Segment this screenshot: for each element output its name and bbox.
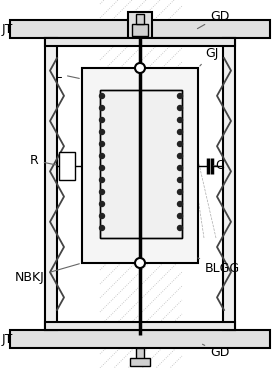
Circle shape (178, 226, 183, 230)
Circle shape (178, 202, 183, 206)
Text: GJ: GJ (200, 46, 218, 66)
Circle shape (135, 258, 145, 268)
Circle shape (178, 213, 183, 219)
Circle shape (99, 166, 104, 170)
Circle shape (178, 130, 183, 134)
Circle shape (178, 142, 183, 146)
Text: GD: GD (202, 344, 229, 360)
Circle shape (99, 213, 104, 219)
Circle shape (99, 190, 104, 195)
Circle shape (178, 177, 183, 183)
Circle shape (178, 153, 183, 159)
Text: NBKJ: NBKJ (15, 264, 79, 284)
Circle shape (99, 202, 104, 206)
Circle shape (99, 93, 104, 99)
Bar (128, 12, 152, 38)
Bar (136, 14, 144, 24)
Bar (100, 90, 182, 238)
Text: GD: GD (197, 10, 229, 29)
Circle shape (99, 106, 104, 110)
Circle shape (178, 117, 183, 123)
Bar (10, 330, 270, 348)
Bar (132, 24, 148, 36)
Circle shape (178, 166, 183, 170)
Circle shape (99, 142, 104, 146)
Text: JT: JT (2, 22, 13, 35)
Circle shape (178, 106, 183, 110)
Bar (223, 38, 235, 330)
Bar (10, 20, 270, 38)
Circle shape (99, 226, 104, 230)
Circle shape (99, 177, 104, 183)
Circle shape (99, 117, 104, 123)
Text: C: C (214, 159, 224, 172)
Bar (82, 68, 198, 263)
Circle shape (99, 153, 104, 159)
Bar (130, 358, 150, 366)
Text: BLGG: BLGG (198, 258, 240, 275)
Text: JT: JT (2, 333, 13, 346)
Text: R: R (30, 154, 56, 167)
Bar (136, 348, 144, 360)
Bar (100, 90, 182, 238)
Bar (45, 38, 235, 46)
Circle shape (178, 190, 183, 195)
Circle shape (178, 93, 183, 99)
Circle shape (135, 63, 145, 73)
Text: L: L (55, 67, 79, 81)
Bar (45, 38, 57, 330)
Bar (59, 152, 75, 180)
Circle shape (99, 130, 104, 134)
Bar (45, 322, 235, 330)
